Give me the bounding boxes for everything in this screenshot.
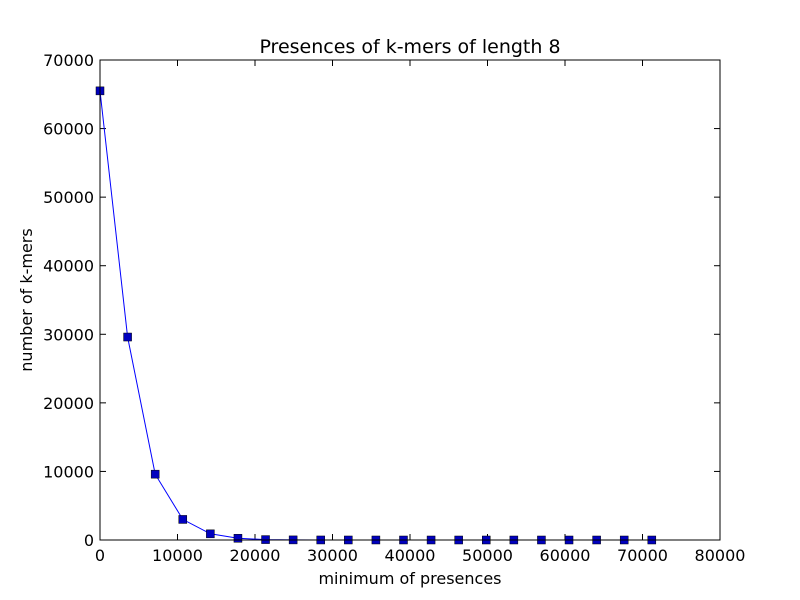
y-tick-labels: 0 10000 20000 30000 40000 50000 60000 70000 [43,51,94,550]
y-tick-label: 70000 [43,51,94,70]
x-tick-labels: 0 10000 20000 30000 40000 50000 60000 70000 8000… [95,546,746,565]
data-point-marker [233,534,243,543]
y-tick-label: 50000 [43,188,94,207]
x-tick-label: 30000 [307,546,358,565]
y-tick-label: 60000 [43,120,94,139]
x-tick-label: 0 [95,546,105,565]
y-axis-label: number of k-mers [17,228,36,371]
plot-frame [99,59,721,541]
data-point-marker [123,332,132,342]
data-point-marker [150,469,160,479]
plot-area [100,60,720,540]
y-tick-label: 10000 [43,462,94,481]
x-axis-label: minimum of presences [318,569,501,588]
x-tick-label: 20000 [230,546,281,565]
data-point-marker [178,515,188,524]
x-tick-label: 60000 [540,546,591,565]
y-tick-label: 20000 [43,394,94,413]
y-tick-label: 30000 [43,325,94,344]
x-tick-label: 50000 [462,546,513,565]
y-tick-label: 0 [84,531,94,550]
x-tick-label: 40000 [385,546,436,565]
data-point-marker [206,529,215,539]
y-tick-label: 40000 [43,257,94,276]
x-tick-label: 70000 [617,546,668,565]
x-tick-label: 10000 [152,546,203,565]
x-tick-label: 80000 [695,546,746,565]
chart-title: Presences of k-mers of length 8 [259,36,560,58]
